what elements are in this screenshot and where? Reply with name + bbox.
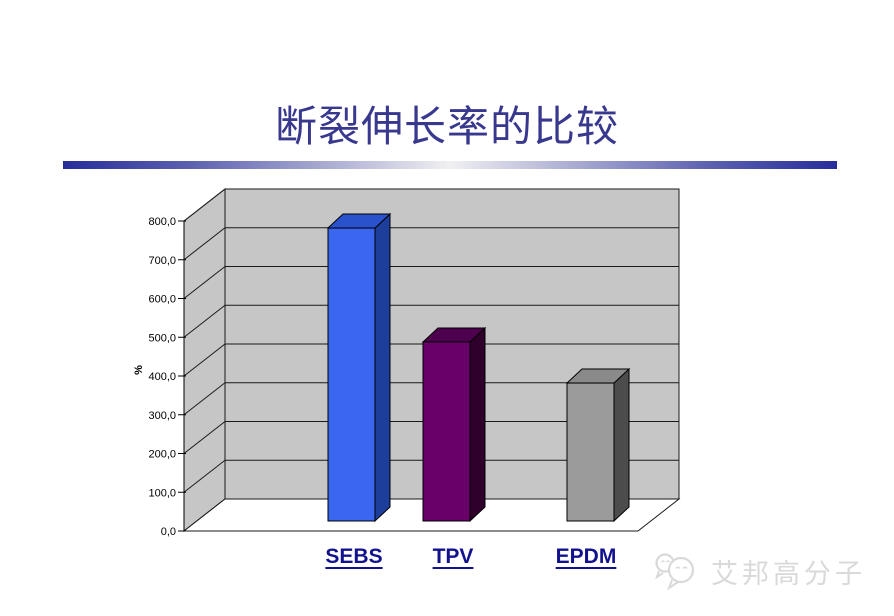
gridline-side xyxy=(183,459,226,493)
y-tick-label: 700,0 xyxy=(148,255,176,267)
bar-epdm-front xyxy=(566,382,615,522)
slide-title: 断裂伸长率的比较 xyxy=(274,102,619,151)
gridline-side xyxy=(183,266,226,299)
watermark-text: 艾邦高分子 xyxy=(711,558,866,589)
gridline-side xyxy=(183,227,226,261)
bar-sebs-front xyxy=(327,227,376,522)
y-tick-label: 800,0 xyxy=(148,216,176,228)
gridline-side xyxy=(183,382,226,416)
bar-tpv-side xyxy=(469,326,486,523)
y-tick-label: 300,0 xyxy=(148,410,176,422)
category-label-sebs[interactable]: SEBS xyxy=(325,545,383,568)
gridline-side xyxy=(183,304,226,338)
category-label-tpv[interactable]: TPV xyxy=(432,545,474,568)
y-tick-label: 200,0 xyxy=(148,449,176,461)
y-tick-label: 0,0 xyxy=(161,526,176,538)
y-tick-label: 400,0 xyxy=(148,371,176,383)
gridline-side xyxy=(183,421,226,454)
bar-sebs-side xyxy=(374,212,391,523)
y-tick-label: 100,0 xyxy=(148,487,176,499)
wechat-bubbles-icon xyxy=(655,553,695,591)
bar-epdm-side xyxy=(613,367,630,523)
title-divider xyxy=(63,161,837,169)
bar-tpv-front xyxy=(422,341,471,522)
watermark: 艾邦高分子 xyxy=(652,549,866,593)
gridline-side xyxy=(183,343,226,377)
category-label-epdm[interactable]: EPDM xyxy=(555,545,617,568)
y-tick-label: 500,0 xyxy=(148,332,176,344)
y-tick-label: 600,0 xyxy=(148,294,176,306)
y-axis-title: % xyxy=(133,365,145,375)
gridline-side xyxy=(183,188,226,222)
